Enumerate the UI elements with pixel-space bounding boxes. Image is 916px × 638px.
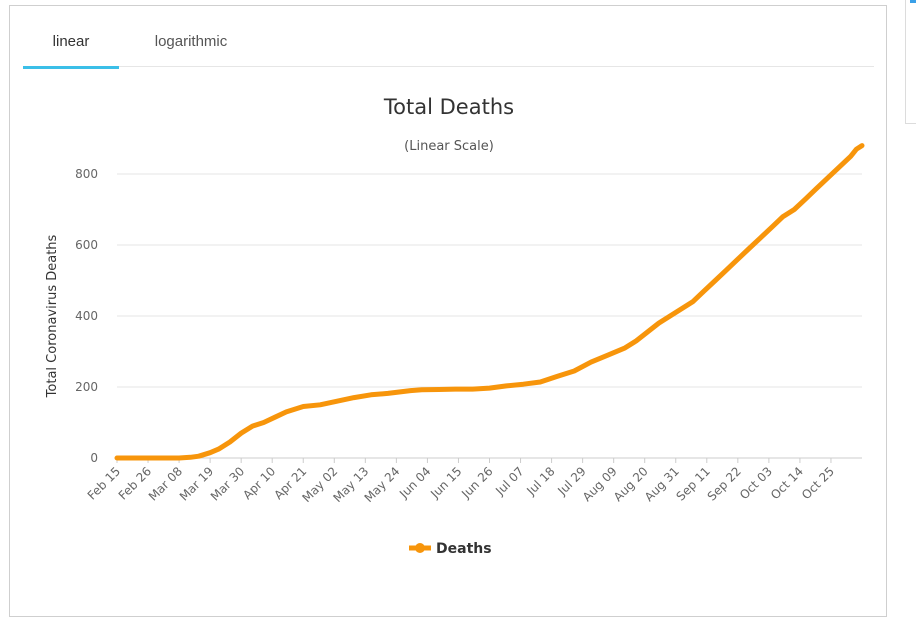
legend-marker-icon (415, 543, 425, 553)
x-tick-label: Jul 18 (523, 464, 557, 498)
grid-lines (117, 173, 862, 459)
tab-linear[interactable]: linear (23, 23, 119, 69)
x-tick-label: Oct 03 (737, 464, 775, 502)
x-tick-label: Jun 15 (427, 464, 464, 501)
y-tick-label: 0 (90, 451, 98, 465)
y-axis-ticks: 0 200 400 600 800 (75, 167, 98, 465)
y-tick-label: 600 (75, 238, 98, 252)
series-deaths (114, 143, 865, 461)
x-tick-label: Mar 19 (177, 464, 216, 503)
x-tick-label: Jun 04 (396, 464, 433, 501)
legend[interactable]: Deaths (409, 541, 492, 557)
x-tick-label: Feb 15 (85, 464, 123, 502)
chart-title: Total Deaths (383, 95, 514, 119)
x-tick-label: Sep 22 (705, 464, 744, 503)
side-panel-accent (910, 0, 916, 3)
chart-panel (9, 5, 887, 617)
x-tick-label: Oct 25 (799, 464, 837, 502)
x-tick-label: Jul 07 (492, 464, 526, 498)
x-tick-label: Aug 31 (642, 464, 682, 504)
x-tick-label: Mar 30 (208, 464, 247, 503)
side-panel-edge (905, 0, 916, 124)
legend-label-deaths[interactable]: Deaths (436, 541, 492, 557)
x-tick-label: Mar 08 (146, 464, 185, 503)
y-axis-label: Total Coronavirus Deaths (45, 234, 60, 398)
scale-tabs: linear logarithmic (23, 23, 874, 69)
y-tick-label: 200 (75, 380, 98, 394)
x-tick-label: Apr 10 (240, 464, 278, 502)
x-tick-label: Oct 14 (768, 464, 806, 502)
x-tick-label: Jun 26 (458, 464, 495, 501)
deaths-line[interactable] (114, 143, 865, 461)
x-tick-label: Sep 11 (674, 464, 713, 503)
tab-logarithmic[interactable]: logarithmic (154, 33, 228, 50)
y-tick-label: 400 (75, 309, 98, 323)
y-tick-label: 800 (75, 167, 98, 181)
chart-subtitle: (Linear Scale) (404, 139, 494, 154)
